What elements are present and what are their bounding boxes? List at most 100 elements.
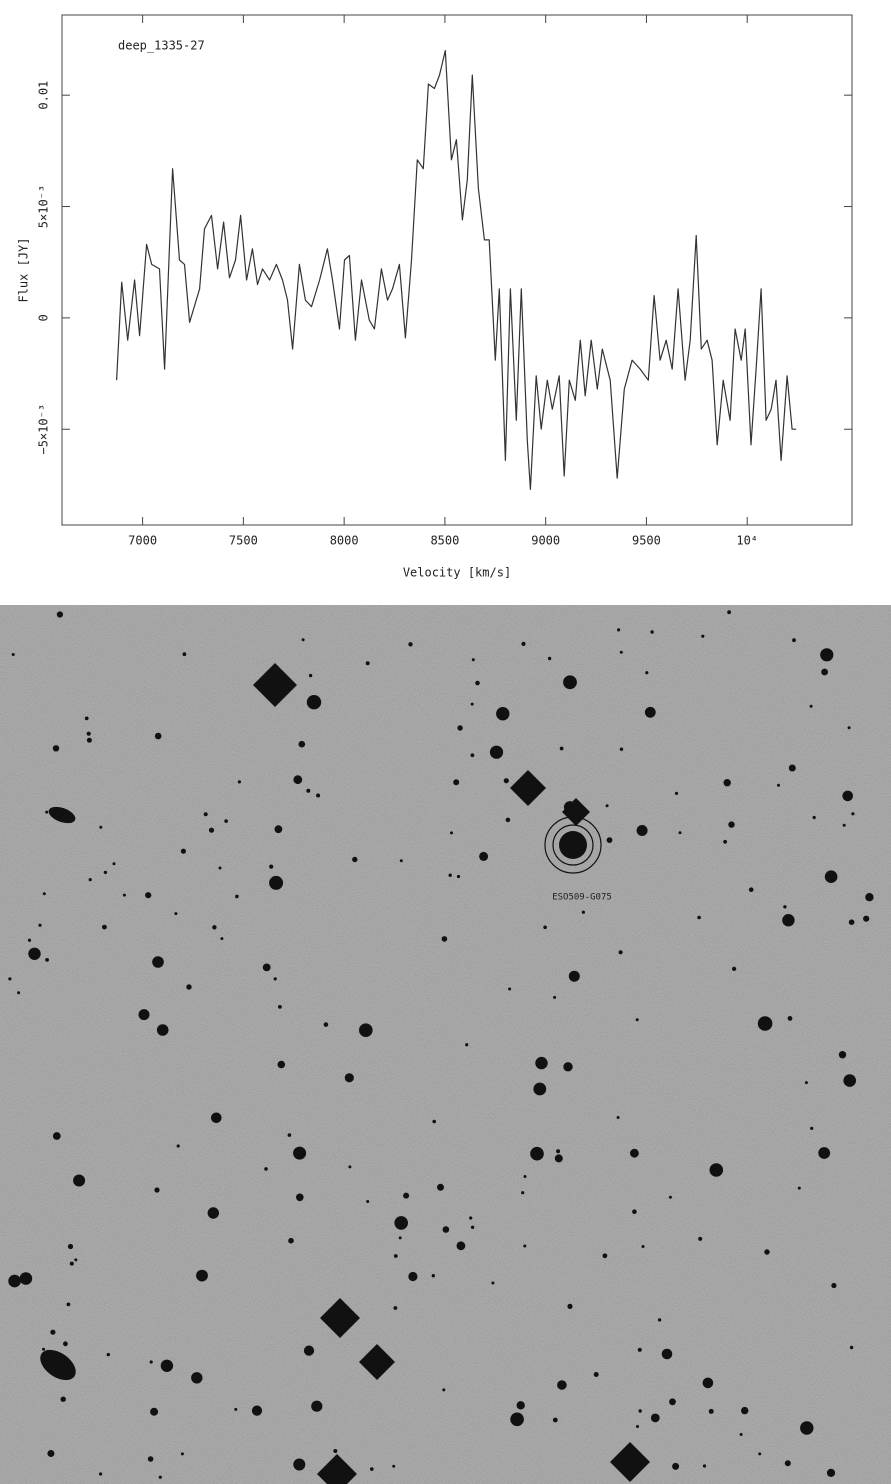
x-tick-label: 10⁴ — [736, 534, 758, 548]
star — [543, 925, 547, 930]
star — [617, 628, 621, 632]
star — [698, 1236, 703, 1241]
star — [56, 611, 64, 618]
star — [191, 1372, 203, 1384]
star — [403, 1192, 410, 1199]
star — [352, 856, 358, 863]
star — [824, 870, 838, 883]
star — [359, 1023, 373, 1037]
star — [88, 878, 92, 882]
star — [523, 1175, 527, 1178]
target-ring — [552, 824, 594, 866]
star — [847, 726, 851, 730]
star — [103, 870, 108, 875]
star — [723, 839, 727, 844]
star — [784, 1460, 791, 1467]
star — [804, 1081, 808, 1085]
star — [208, 827, 215, 833]
target-label: ESO509-G075 — [552, 893, 612, 903]
star — [554, 1154, 563, 1163]
star — [552, 1417, 558, 1423]
star — [709, 1163, 724, 1177]
star — [19, 1272, 33, 1285]
x-tick-label: 8000 — [330, 534, 359, 548]
star — [158, 1475, 162, 1479]
star — [471, 658, 475, 662]
star — [448, 873, 452, 877]
star — [450, 831, 453, 835]
star — [112, 862, 116, 866]
star — [470, 753, 475, 758]
star — [619, 650, 623, 654]
star — [186, 984, 192, 990]
star — [296, 1193, 304, 1202]
y-tick-label: 0.01 — [37, 81, 51, 110]
star — [616, 1116, 620, 1119]
star — [441, 936, 448, 942]
star — [287, 1133, 292, 1137]
star — [523, 1244, 527, 1248]
star — [764, 1249, 770, 1255]
star — [38, 923, 42, 927]
star — [606, 837, 613, 843]
star — [176, 1144, 180, 1148]
star — [293, 1458, 306, 1471]
star — [456, 1241, 466, 1251]
star — [821, 668, 828, 676]
star — [393, 1254, 398, 1258]
star — [293, 775, 303, 785]
star — [661, 1348, 673, 1360]
star — [277, 1060, 286, 1069]
star — [758, 1452, 762, 1456]
bright-star-core — [368, 1353, 386, 1371]
star — [581, 910, 586, 914]
star — [174, 912, 178, 916]
star — [702, 1377, 714, 1389]
star — [618, 950, 623, 955]
star — [42, 1347, 46, 1351]
star — [278, 1005, 282, 1009]
star — [630, 1148, 639, 1158]
star — [156, 1024, 169, 1036]
star — [288, 1237, 294, 1244]
star — [842, 823, 846, 827]
star — [641, 1245, 645, 1248]
annotation: deep_1335-27 — [118, 39, 205, 53]
star — [27, 938, 32, 942]
star — [563, 675, 577, 690]
bright-star-core — [519, 779, 537, 797]
star — [496, 707, 510, 721]
star-field — [0, 605, 891, 1484]
star — [800, 1421, 814, 1435]
x-tick-label: 8500 — [430, 534, 459, 548]
star — [274, 825, 283, 834]
star — [741, 1406, 749, 1415]
star — [8, 977, 12, 981]
star — [739, 1433, 743, 1436]
star — [180, 1452, 184, 1456]
star — [635, 1018, 639, 1022]
bright-star-core — [569, 805, 583, 819]
x-axis-label: Velocity [km/s] — [403, 566, 511, 580]
star — [196, 1269, 208, 1282]
star — [557, 1380, 567, 1390]
star — [262, 963, 271, 972]
star — [697, 915, 701, 920]
star — [394, 1216, 409, 1230]
bright-star-core — [264, 674, 286, 696]
star — [470, 702, 474, 706]
star — [393, 1306, 398, 1310]
star — [644, 706, 656, 718]
star — [602, 1253, 608, 1259]
star — [333, 1449, 338, 1453]
star — [150, 1407, 159, 1416]
star — [42, 892, 46, 896]
star — [84, 716, 89, 721]
x-tick-label: 7500 — [229, 534, 258, 548]
star — [293, 1146, 307, 1160]
star — [99, 825, 103, 829]
star — [138, 1009, 150, 1021]
star — [220, 937, 224, 941]
